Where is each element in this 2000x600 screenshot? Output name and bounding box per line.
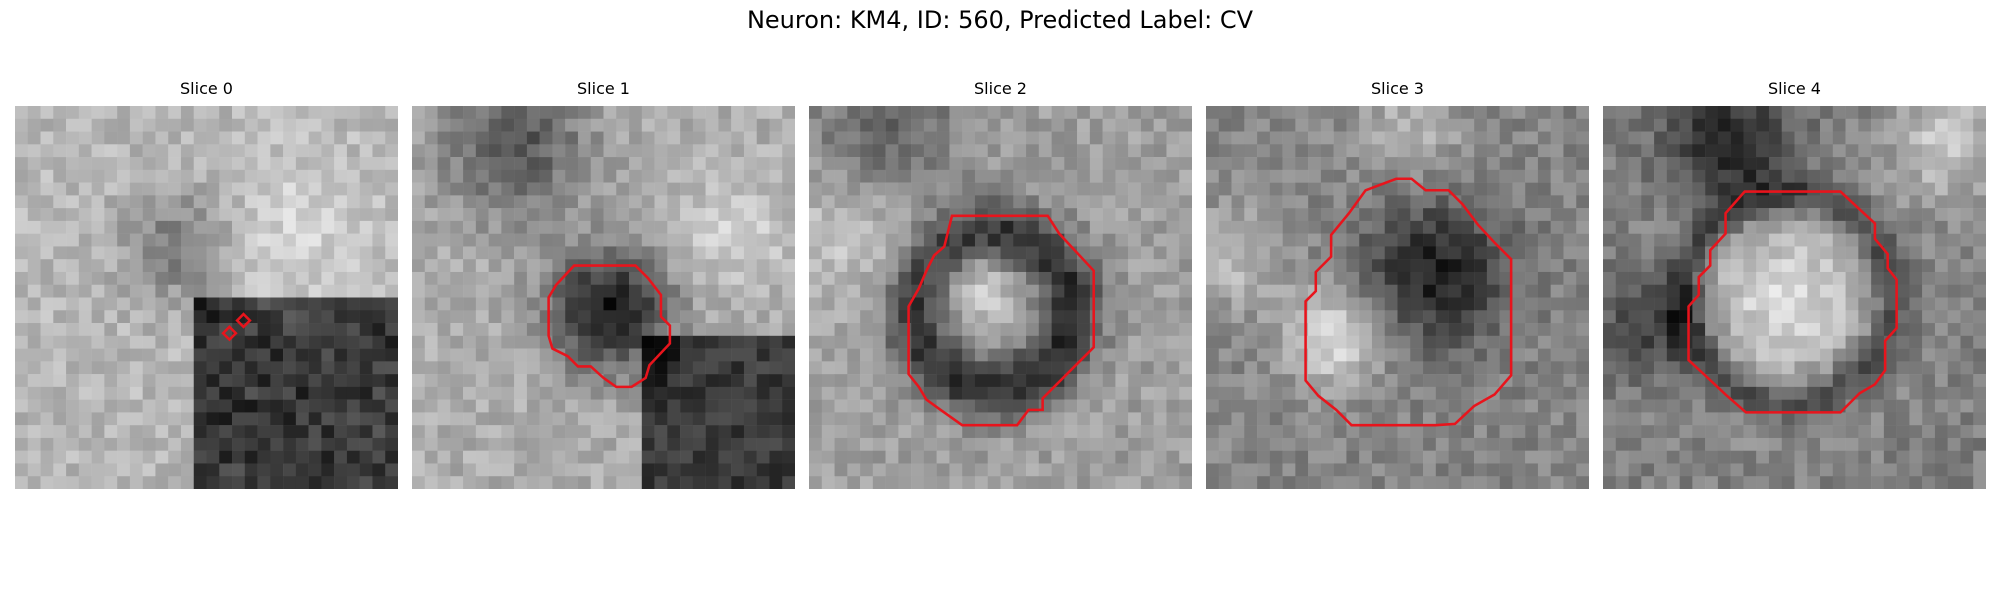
slice-image-1 — [412, 106, 795, 489]
slice-title-2: Slice 2 — [809, 79, 1192, 98]
slice-image-2 — [809, 106, 1192, 489]
slice-image-0 — [15, 106, 398, 489]
slice-panel-1: Slice 1 — [412, 106, 795, 489]
slice-panel-0: Slice 0 — [15, 106, 398, 489]
slice-image-4 — [1603, 106, 1986, 489]
slice-panel-2: Slice 2 — [809, 106, 1192, 489]
slice-panel-4: Slice 4 — [1603, 106, 1986, 489]
slice-panel-3: Slice 3 — [1206, 106, 1589, 489]
slice-image-3 — [1206, 106, 1589, 489]
slice-title-1: Slice 1 — [412, 79, 795, 98]
slice-title-4: Slice 4 — [1603, 79, 1986, 98]
slice-title-3: Slice 3 — [1206, 79, 1589, 98]
figure-title: Neuron: KM4, ID: 560, Predicted Label: C… — [0, 6, 2000, 34]
slice-title-0: Slice 0 — [15, 79, 398, 98]
